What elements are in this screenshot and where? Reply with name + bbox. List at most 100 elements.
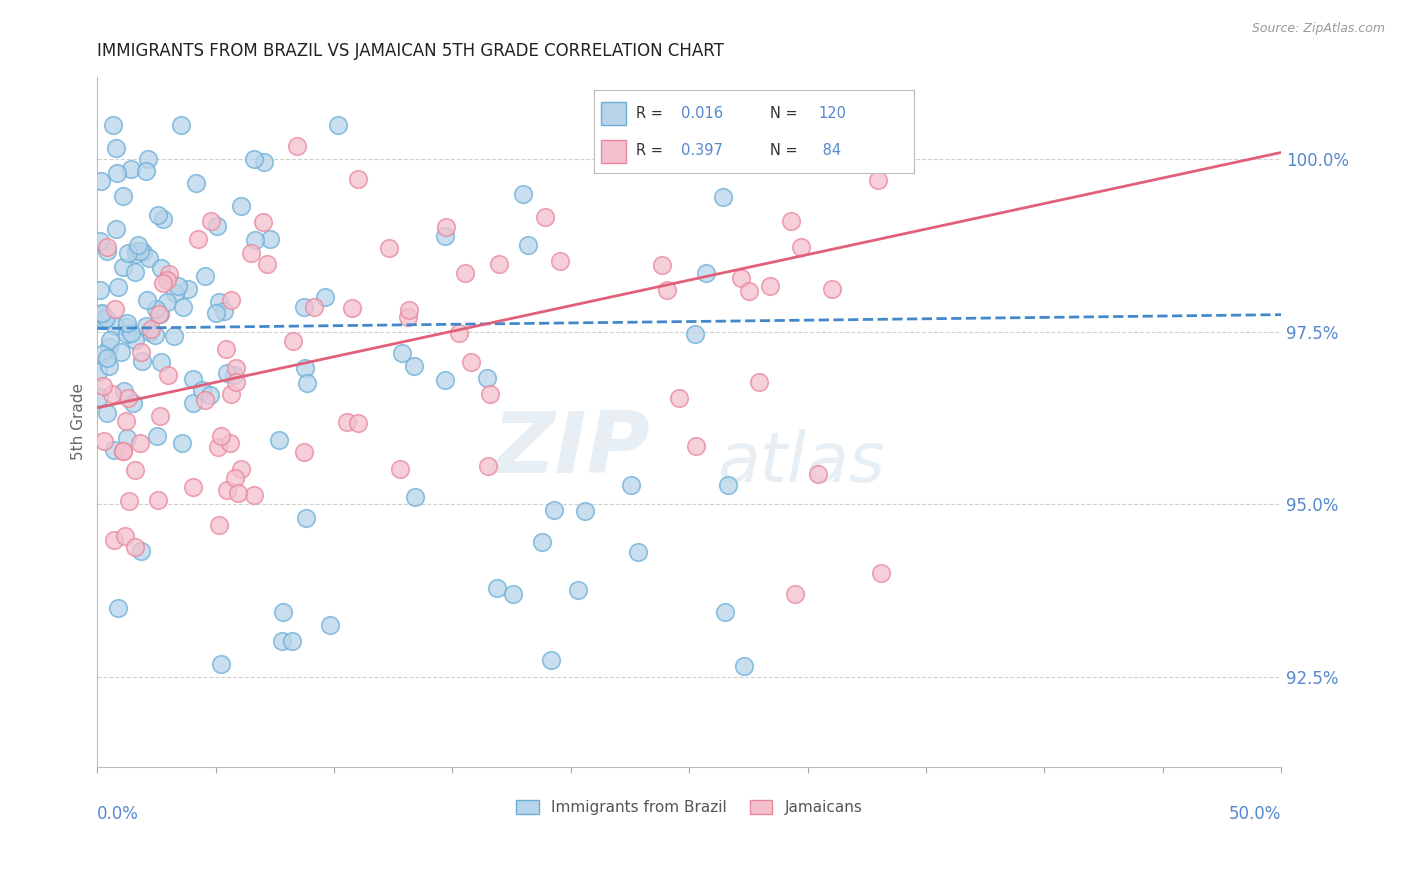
Point xyxy=(314,290,336,304)
Point xyxy=(807,467,830,482)
Point xyxy=(225,375,247,389)
Point xyxy=(454,266,477,280)
Point xyxy=(163,285,186,300)
Point xyxy=(695,266,717,280)
Point xyxy=(91,379,114,393)
Point xyxy=(222,368,245,383)
Point xyxy=(194,269,217,284)
Point xyxy=(150,260,173,275)
Point xyxy=(145,301,167,316)
Point xyxy=(208,517,231,532)
Point xyxy=(295,510,318,524)
Point xyxy=(122,395,145,409)
Point xyxy=(319,618,342,632)
Point xyxy=(177,283,200,297)
Point xyxy=(488,257,510,271)
Point xyxy=(294,361,316,376)
Point xyxy=(181,396,204,410)
Point xyxy=(820,282,842,296)
Point xyxy=(125,247,148,261)
Point xyxy=(96,244,118,258)
Point xyxy=(115,319,138,334)
Point xyxy=(98,359,121,374)
Point xyxy=(111,188,134,202)
Point xyxy=(90,307,112,321)
Point xyxy=(714,606,737,620)
Point xyxy=(502,586,524,600)
Point xyxy=(530,535,553,549)
Point xyxy=(193,393,215,408)
Point xyxy=(110,345,132,359)
Point xyxy=(191,384,214,398)
Point xyxy=(181,372,204,386)
Point xyxy=(218,435,240,450)
Point xyxy=(148,306,170,320)
Point xyxy=(280,634,302,648)
Point xyxy=(117,326,139,341)
Point xyxy=(170,118,193,132)
Point xyxy=(567,583,589,598)
Point xyxy=(259,231,281,245)
Point xyxy=(779,214,801,228)
Point xyxy=(730,270,752,285)
Point xyxy=(138,251,160,265)
Point xyxy=(208,295,231,310)
Point xyxy=(98,333,121,347)
Point xyxy=(89,283,111,297)
Point xyxy=(396,310,419,325)
Point xyxy=(270,633,292,648)
Point xyxy=(107,280,129,294)
Point xyxy=(253,154,276,169)
Point xyxy=(852,97,875,112)
Point xyxy=(404,490,426,504)
Point xyxy=(104,141,127,155)
Point xyxy=(103,442,125,457)
Point xyxy=(209,657,232,672)
Point xyxy=(93,313,115,327)
Point xyxy=(224,471,246,485)
Point xyxy=(157,368,180,383)
Point xyxy=(89,234,111,248)
Point xyxy=(434,220,457,235)
Point xyxy=(336,416,359,430)
Point xyxy=(200,214,222,228)
Point xyxy=(149,409,172,423)
Point xyxy=(292,300,315,314)
Point xyxy=(136,152,159,166)
Text: ZIP: ZIP xyxy=(492,408,650,491)
Point xyxy=(486,581,509,595)
Point xyxy=(117,391,139,405)
Point xyxy=(285,139,308,153)
Point xyxy=(870,566,893,580)
Point xyxy=(789,239,811,253)
Point xyxy=(112,384,135,399)
Point xyxy=(543,503,565,517)
Point xyxy=(512,186,534,201)
Point xyxy=(302,300,325,314)
Point xyxy=(772,97,794,112)
Point xyxy=(184,177,207,191)
Point xyxy=(117,245,139,260)
Point xyxy=(90,174,112,188)
Point xyxy=(748,375,770,389)
Point xyxy=(157,268,180,282)
Point xyxy=(152,212,174,227)
Point xyxy=(477,371,499,385)
Legend: Immigrants from Brazil, Jamaicans: Immigrants from Brazil, Jamaicans xyxy=(509,794,869,821)
Point xyxy=(548,254,571,268)
Point xyxy=(103,533,125,547)
Point xyxy=(150,355,173,369)
Point xyxy=(252,215,274,229)
Point xyxy=(181,480,204,494)
Point xyxy=(402,359,425,374)
Point xyxy=(283,334,305,348)
Point xyxy=(212,304,235,318)
Point xyxy=(114,414,136,428)
Text: atlas: atlas xyxy=(717,429,886,497)
Point xyxy=(433,373,456,387)
Point xyxy=(759,279,782,293)
Point xyxy=(243,233,266,247)
Point xyxy=(326,118,349,132)
Point xyxy=(89,390,111,404)
Point xyxy=(91,306,114,320)
